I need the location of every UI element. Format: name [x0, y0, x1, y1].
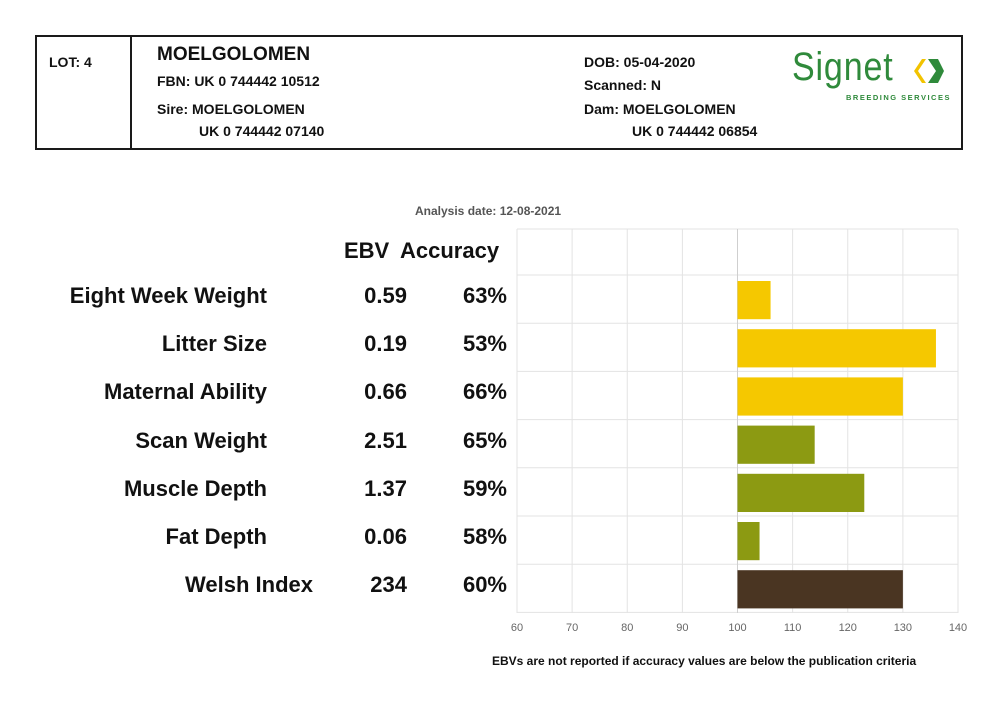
- x-tick-label: 70: [566, 622, 578, 634]
- analysis-date: Analysis date: 12-08-2021: [415, 204, 562, 218]
- x-tick-label: 60: [511, 622, 523, 634]
- accuracy-value: 60%: [462, 572, 507, 598]
- chevrons-icon: [914, 59, 944, 83]
- animal-info-header: LOT: 4 MOELGOLOMEN FBN: UK 0 744442 1051…: [35, 35, 963, 150]
- x-tick-label: 90: [676, 622, 688, 634]
- accuracy-value: 53%: [462, 331, 507, 357]
- fbn: FBN: UK 0 744442 10512: [157, 73, 320, 89]
- accuracy-column-header: Accuracy: [400, 238, 500, 263]
- dam-id: UK 0 744442 06854: [632, 123, 758, 139]
- accuracy-value: 63%: [462, 283, 507, 308]
- ebv-value: 0.66: [364, 379, 407, 405]
- bar-eight-week-weight: [737, 281, 771, 320]
- ebv-value: 0.19: [364, 331, 407, 357]
- logo-wordmark: Signet: [792, 45, 894, 89]
- ebv-value: 234: [370, 572, 407, 598]
- signet-logo: Signet BREEDING SERVICES: [792, 45, 952, 107]
- bar-maternal-ability: [737, 377, 903, 416]
- trait-label: Welsh Index: [185, 572, 313, 598]
- accuracy-value: 59%: [462, 475, 507, 501]
- sire: Sire: MOELGOLOMEN: [157, 101, 305, 117]
- dob: DOB: 05-04-2020: [584, 54, 696, 70]
- x-tick-label: 80: [621, 622, 633, 634]
- bar-litter-size: [737, 329, 936, 368]
- trait-label: Scan Weight: [135, 427, 267, 453]
- bar-muscle-depth: [737, 473, 865, 512]
- ebv-value: 2.51: [364, 427, 407, 453]
- ebv-column-header: EBV: [344, 238, 390, 263]
- lot-cell: LOT: 4: [37, 37, 132, 148]
- ebv-value: 0.59: [364, 283, 407, 308]
- x-tick-label: 130: [894, 622, 912, 634]
- footnote: EBVs are not reported if accuracy values…: [492, 654, 917, 668]
- accuracy-value: 66%: [462, 379, 507, 405]
- trait-label: Muscle Depth: [123, 475, 267, 501]
- trait-label: Eight Week Weight: [69, 283, 267, 308]
- trait-label: Fat Depth: [165, 524, 267, 549]
- bar-scan-weight: [737, 425, 815, 464]
- scanned: Scanned: N: [584, 77, 662, 93]
- ebv-value: 1.37: [364, 475, 407, 501]
- ebv-value: 0.06: [364, 524, 407, 549]
- x-tick-label: 110: [784, 622, 802, 634]
- x-tick-label: 120: [839, 622, 857, 634]
- lot-number: LOT: 4: [49, 54, 92, 70]
- trait-label: Litter Size: [161, 331, 267, 357]
- accuracy-value: 65%: [462, 427, 507, 453]
- animal-name: MOELGOLOMEN: [157, 44, 311, 65]
- sire-id: UK 0 744442 07140: [199, 123, 325, 139]
- bar-welsh-index: [737, 570, 903, 609]
- logo-subtitle: BREEDING SERVICES: [846, 93, 951, 102]
- accuracy-value: 58%: [462, 524, 507, 549]
- x-tick-label: 100: [728, 622, 746, 634]
- bar-fat-depth: [737, 522, 760, 561]
- dam: Dam: MOELGOLOMEN: [584, 101, 736, 117]
- x-tick-label: 140: [949, 622, 967, 634]
- trait-label: Maternal Ability: [104, 379, 267, 405]
